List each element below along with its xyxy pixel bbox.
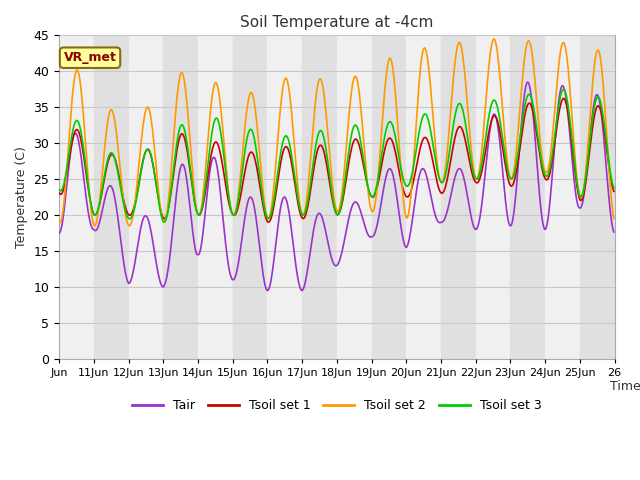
Legend: Tair, Tsoil set 1, Tsoil set 2, Tsoil set 3: Tair, Tsoil set 1, Tsoil set 2, Tsoil se… (127, 395, 547, 418)
Bar (441, 36, 476, 359)
Bar (545, 36, 580, 359)
Bar (163, 36, 198, 359)
Bar (372, 36, 406, 359)
Y-axis label: Temperature (C): Temperature (C) (15, 146, 28, 248)
Bar (94, 36, 129, 359)
Text: VR_met: VR_met (63, 51, 116, 64)
Bar (302, 36, 337, 359)
Title: Soil Temperature at -4cm: Soil Temperature at -4cm (240, 15, 433, 30)
Bar (198, 36, 233, 359)
Bar (337, 36, 372, 359)
Bar (511, 36, 545, 359)
Bar (406, 36, 441, 359)
Bar (59, 36, 94, 359)
Bar (129, 36, 163, 359)
X-axis label: Time: Time (611, 380, 640, 393)
Bar (580, 36, 614, 359)
Bar (476, 36, 511, 359)
Bar (233, 36, 268, 359)
Bar (268, 36, 302, 359)
